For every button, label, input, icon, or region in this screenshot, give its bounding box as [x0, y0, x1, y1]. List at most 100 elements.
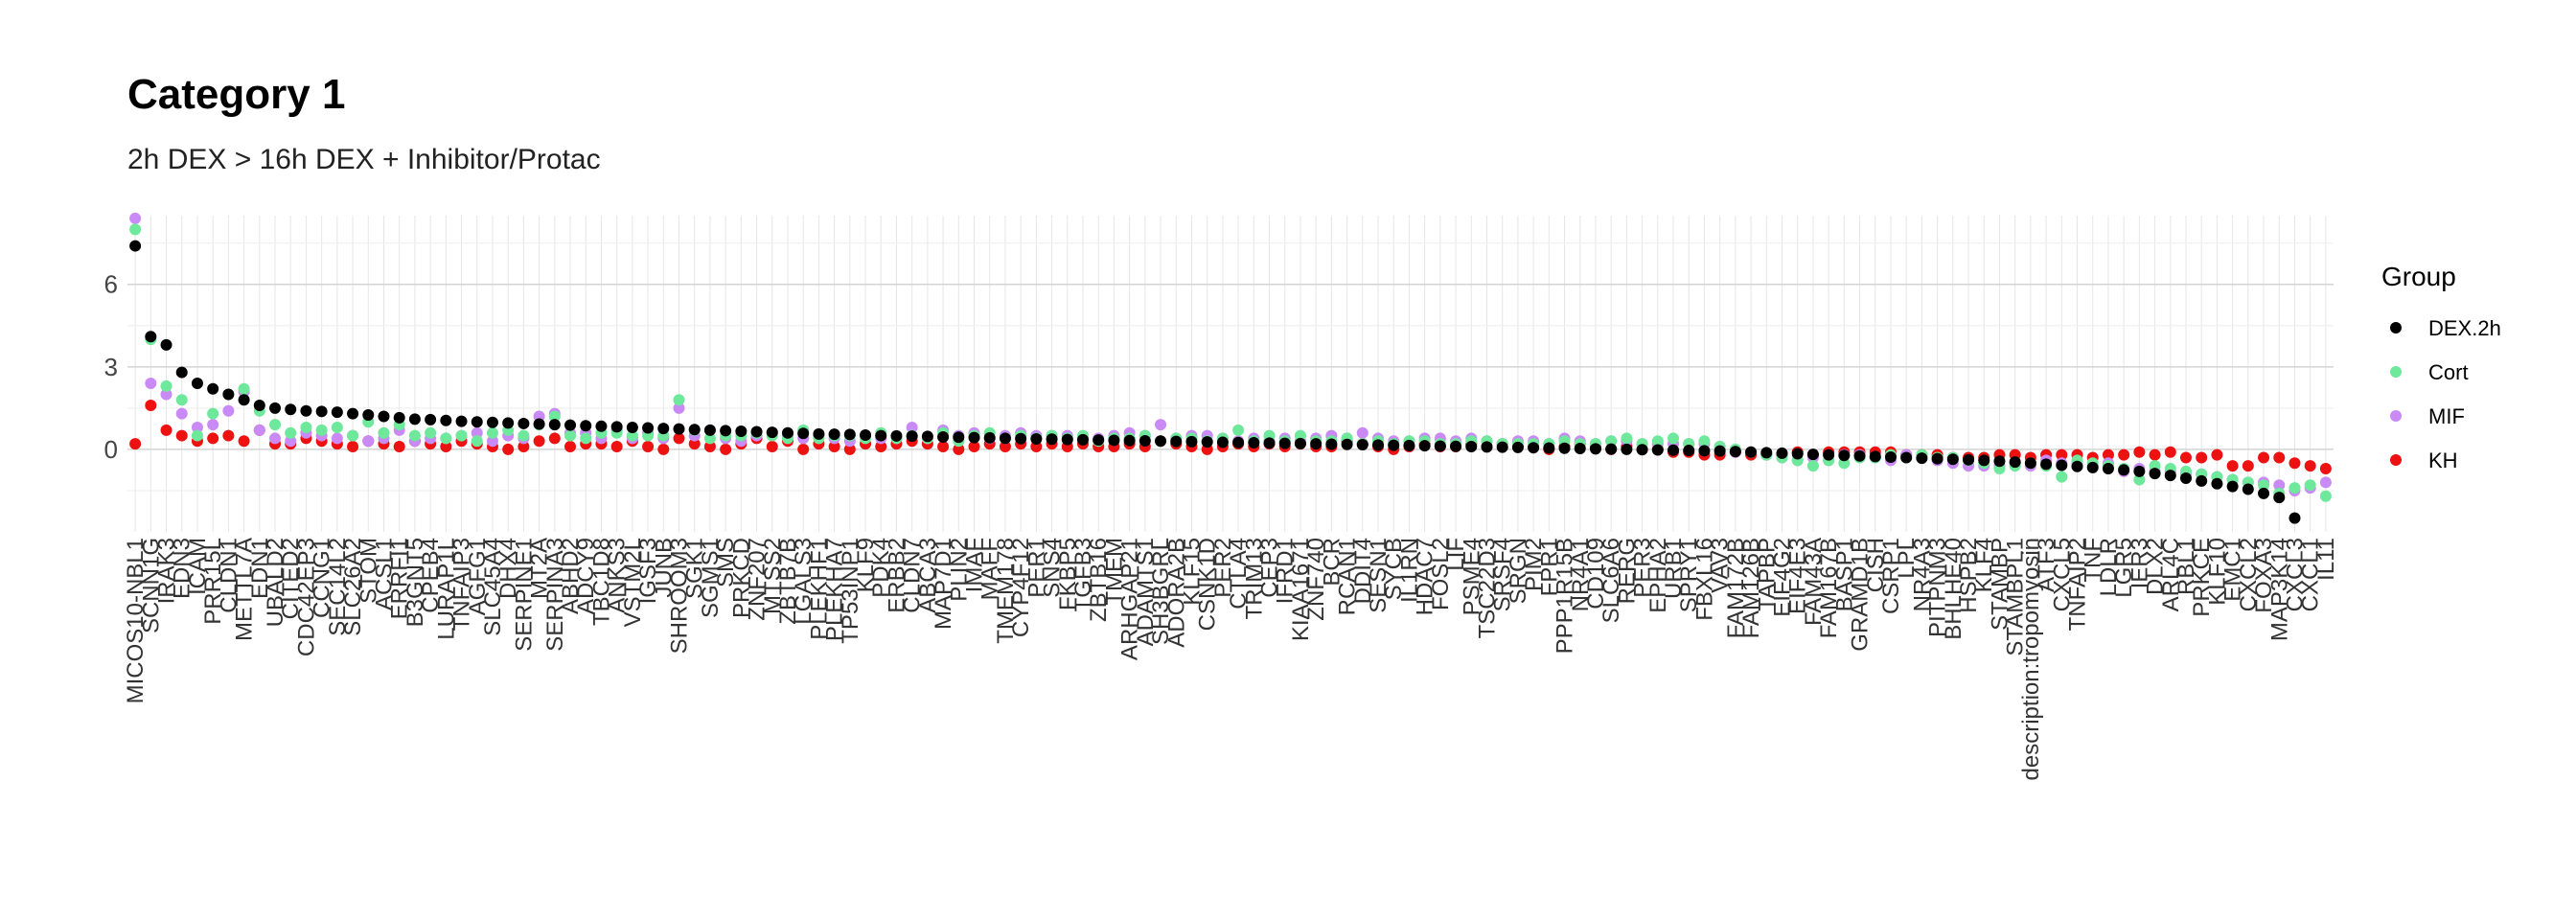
legend-title: Group: [2381, 262, 2456, 291]
data-point: [1558, 442, 1571, 454]
chart-title: Category 1: [127, 71, 345, 118]
x-tick-label: PDK4: [868, 538, 894, 598]
data-point: [1216, 436, 1229, 448]
x-tick-label: LDLR: [2096, 538, 2122, 596]
x-tick-label: RCAN1: [1335, 538, 1361, 615]
x-tick-label: DHX4: [495, 538, 521, 599]
legend-swatch: [2390, 322, 2402, 334]
data-point: [2118, 448, 2130, 461]
x-tick-label: STAMBP: [1987, 538, 2012, 631]
x-tick-label: CLDN1: [216, 538, 242, 613]
x-tick-label: MT2A: [527, 538, 553, 599]
data-point: [1201, 436, 1213, 448]
data-point: [2196, 451, 2208, 464]
data-point: [2056, 448, 2068, 461]
data-point: [362, 409, 375, 422]
x-tick-label: ARL4C: [2158, 538, 2184, 611]
x-tick-label: SH3BGRL: [1148, 538, 1174, 645]
data-point: [2288, 512, 2301, 524]
x-tick-label: SERPINA3: [542, 538, 568, 652]
data-point: [2009, 456, 2021, 469]
x-tick-label: ERBB2: [884, 538, 909, 613]
data-point: [1418, 440, 1431, 452]
data-point: [548, 432, 561, 445]
data-point: [999, 441, 1011, 453]
data-point: [548, 410, 561, 423]
data-point: [564, 429, 577, 442]
data-point: [1745, 446, 1758, 458]
x-tick-label: ANKS3: [605, 538, 631, 613]
data-point: [1621, 443, 1633, 455]
y-tick-label: 0: [104, 435, 118, 464]
data-point: [610, 421, 623, 433]
x-tick-label: MTSS2: [760, 538, 786, 614]
data-point: [1061, 433, 1073, 446]
x-tick-label: PLEKHA7: [822, 538, 848, 641]
x-tick-label: SLC6A6: [1598, 538, 1624, 623]
x-tick-label: EIF4G2: [1770, 538, 1796, 617]
data-point: [999, 432, 1011, 445]
legend-label: Cort: [2428, 360, 2469, 384]
data-point: [1076, 433, 1089, 446]
x-tick-label: NR4A3: [1909, 538, 1935, 611]
data-point: [564, 441, 577, 453]
data-point: [1806, 448, 1819, 461]
x-tick-label: PRR15L: [200, 538, 226, 625]
data-point: [968, 431, 980, 444]
data-point: [1030, 433, 1043, 446]
x-tick-label: DLX2: [2143, 538, 2169, 595]
x-tick-label: CYP4F12: [1008, 538, 1034, 637]
legend-swatch: [2390, 410, 2402, 422]
data-point: [2102, 448, 2114, 461]
x-tick-label: CLDN7: [900, 538, 926, 613]
x-tick-label: SRSF4: [1490, 538, 1516, 611]
x-tick-label: SNS4: [1040, 538, 1066, 598]
x-tick-label: IER3: [2127, 538, 2152, 588]
data-point: [2226, 460, 2239, 472]
data-point: [626, 429, 638, 442]
data-point: [875, 429, 887, 442]
data-point: [408, 429, 421, 442]
data-point: [1465, 441, 1478, 453]
data-point: [703, 424, 716, 436]
x-tick-label: BCR: [1319, 538, 1345, 586]
x-tick-label: TSC22D3: [1474, 538, 1500, 638]
x-tick-label: CSNK1D: [1195, 538, 1221, 631]
plot-panel: [127, 216, 2334, 532]
data-point: [688, 438, 701, 450]
data-point: [1403, 439, 1415, 451]
x-tick-label: SMS: [713, 538, 739, 587]
data-point: [191, 421, 203, 433]
data-point: [269, 432, 282, 445]
data-point: [1729, 446, 1741, 458]
data-point: [1263, 437, 1276, 449]
data-point: [1823, 448, 1835, 461]
x-tick-label: VSTM2L: [620, 538, 646, 627]
data-point: [2288, 482, 2301, 494]
data-point: [766, 441, 778, 453]
data-point: [2149, 468, 2161, 480]
legend-label: MIF: [2428, 404, 2465, 428]
data-point: [1668, 444, 1680, 456]
x-tick-label: SHROOM3: [667, 538, 693, 654]
data-point: [486, 426, 498, 439]
x-tick-label: PER3: [1630, 538, 1656, 598]
data-point: [253, 424, 265, 436]
x-tick-label: METTL7A: [232, 538, 258, 641]
data-point: [2179, 472, 2192, 485]
x-tick-label: TNF: [2081, 538, 2106, 583]
data-point: [642, 422, 655, 434]
data-point: [347, 441, 359, 453]
data-point: [471, 435, 483, 448]
grid: [127, 216, 2334, 532]
x-tick-label: FKBP5: [1055, 538, 1081, 610]
x-tick-label: ADAMTS1: [1133, 538, 1159, 646]
data-point: [813, 427, 825, 440]
x-tick-label: SRGN: [1506, 538, 1531, 604]
data-point: [1232, 424, 1245, 436]
y-axis: 0 3 6: [104, 270, 118, 464]
x-tick-label: TMEM178: [993, 538, 1019, 644]
data-point: [1310, 438, 1322, 450]
x-tick-label: IL1RN: [1396, 538, 1422, 603]
x-tick-label: LPL: [1894, 538, 1920, 579]
